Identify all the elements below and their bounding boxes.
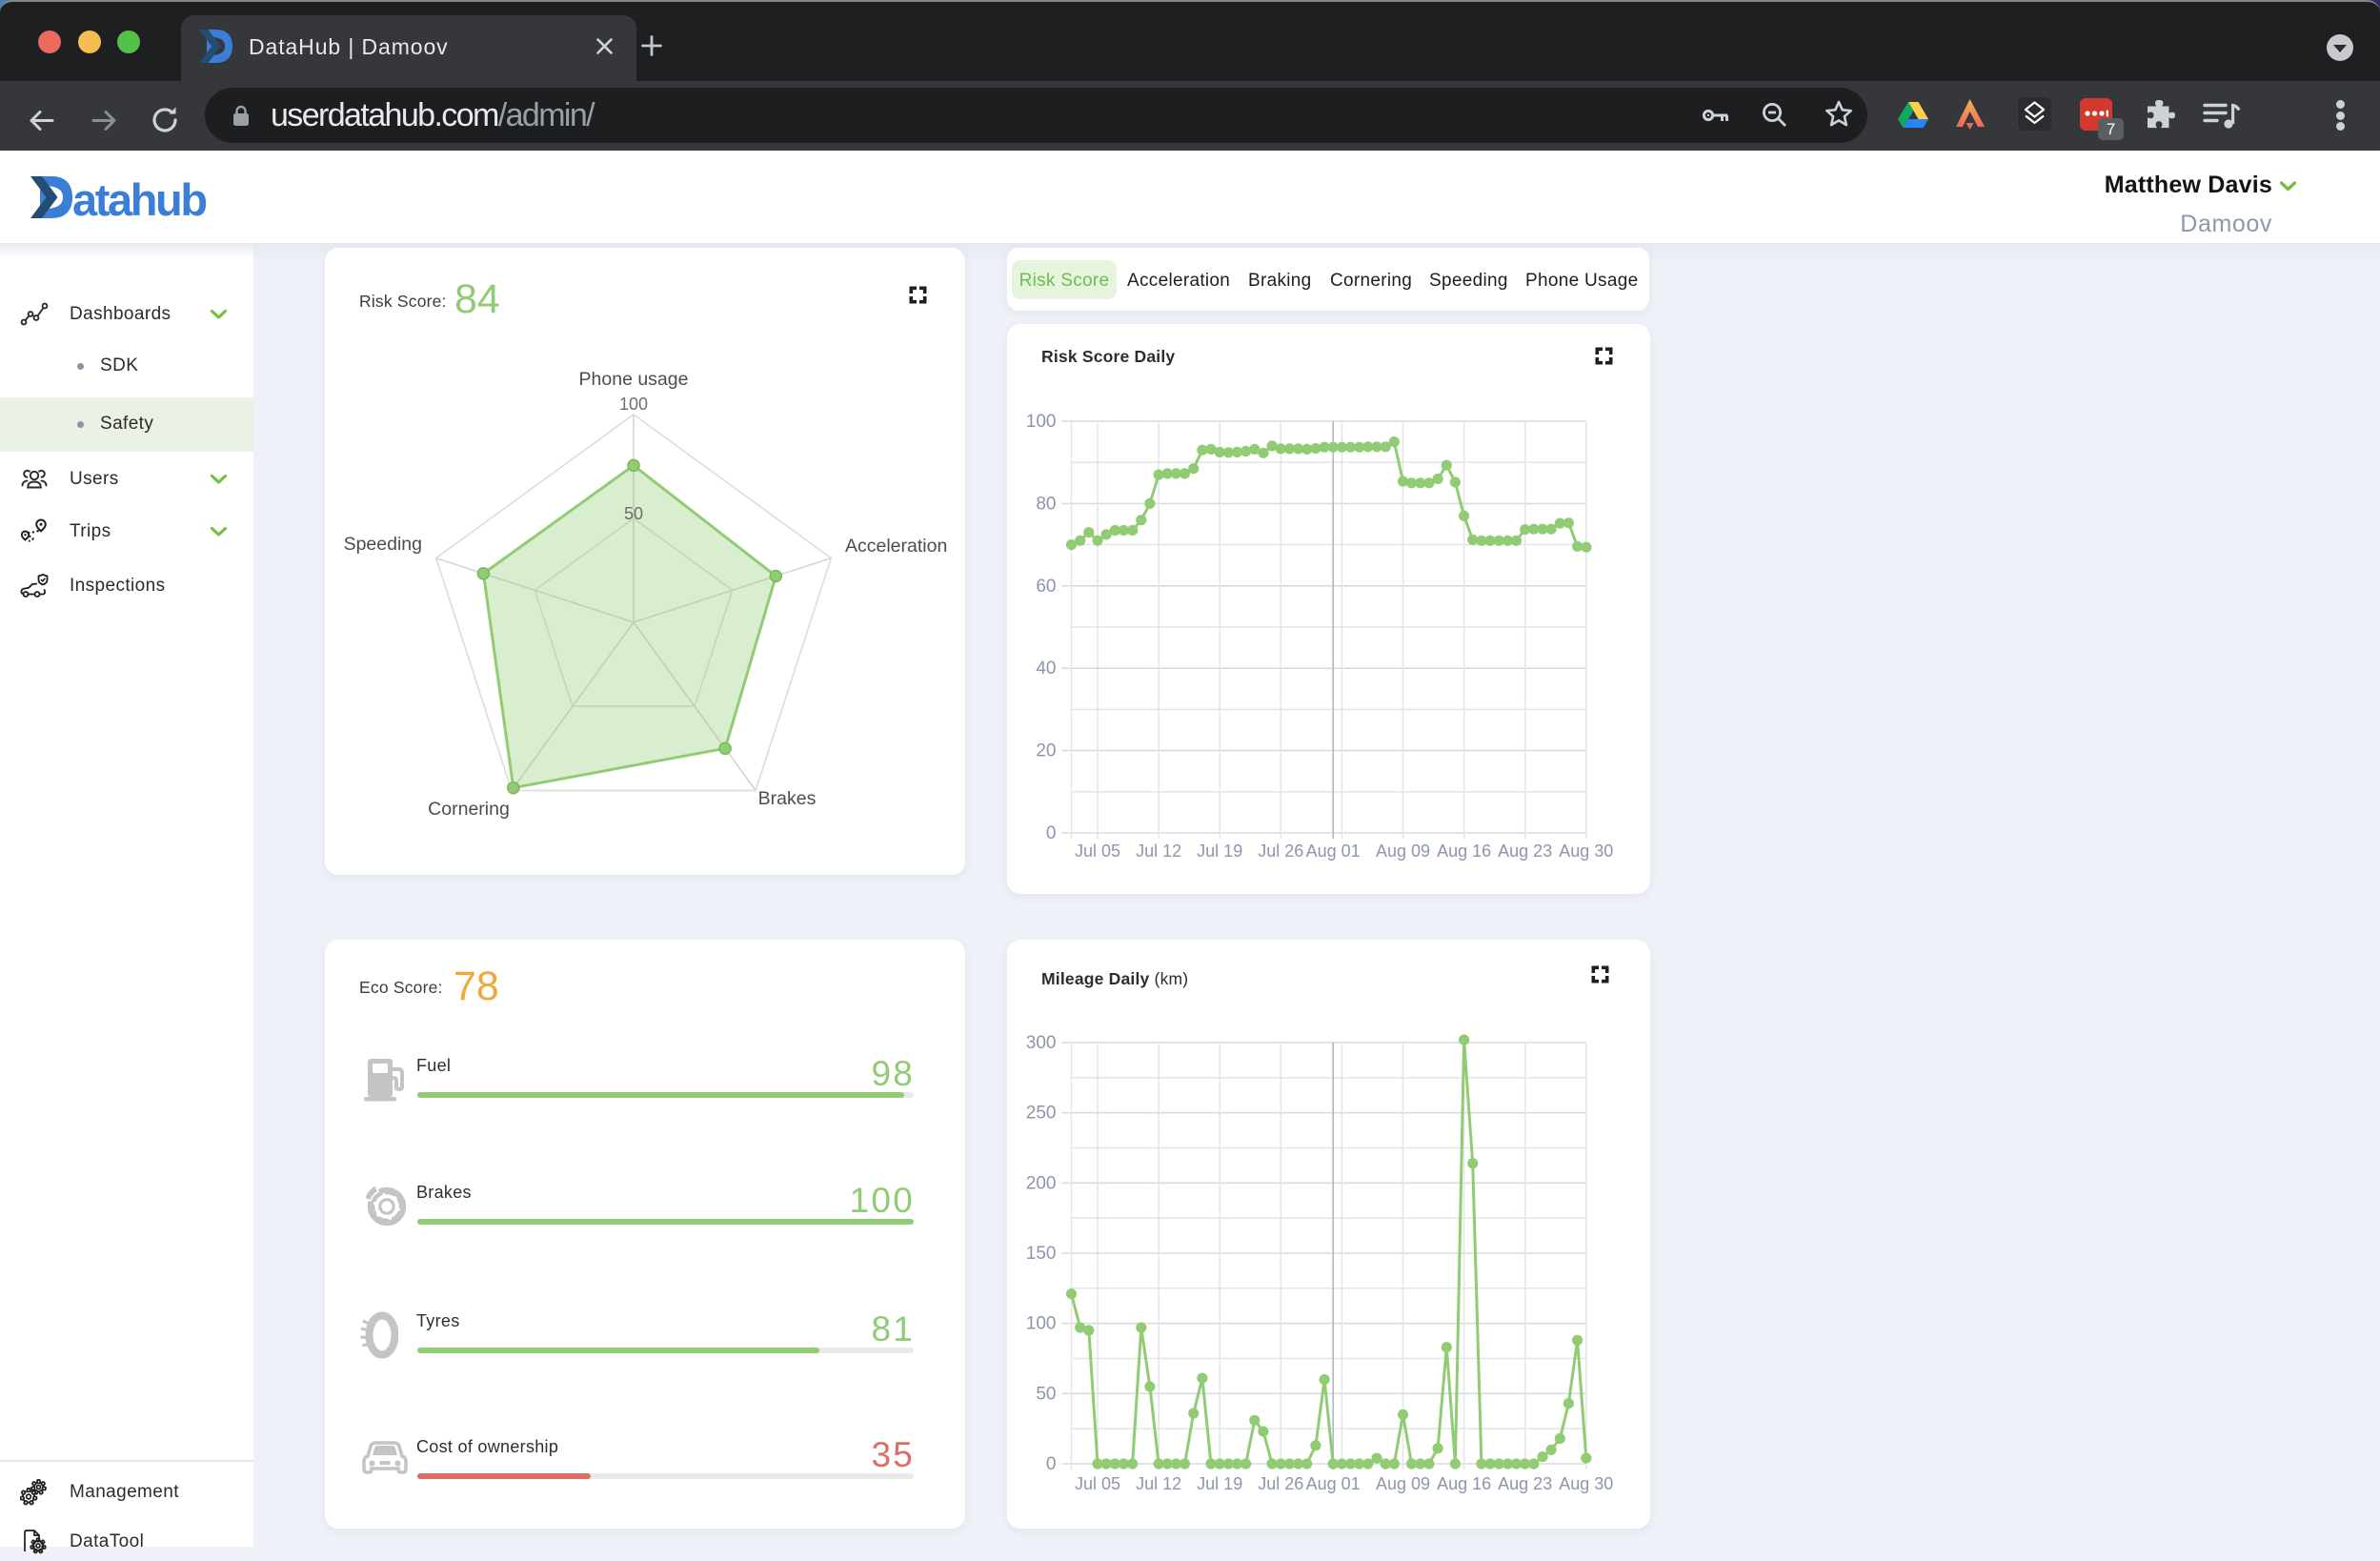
svg-text:Aug 30: Aug 30 [1559, 841, 1613, 861]
svg-text:80: 80 [1036, 494, 1056, 514]
svg-text:Aug 30: Aug 30 [1559, 1474, 1613, 1493]
svg-text:200: 200 [1026, 1173, 1057, 1193]
svg-text:50: 50 [624, 504, 643, 523]
svg-text:Aug 09: Aug 09 [1376, 1474, 1430, 1493]
svg-text:Jul 19: Jul 19 [1197, 841, 1242, 861]
svg-text:Brakes: Brakes [758, 788, 817, 809]
svg-text:Aug 23: Aug 23 [1498, 1474, 1552, 1493]
svg-text:Aug 16: Aug 16 [1437, 841, 1491, 861]
svg-text:Aug 01: Aug 01 [1306, 841, 1361, 861]
svg-text:Jul 12: Jul 12 [1136, 841, 1181, 861]
svg-text:100: 100 [1026, 1314, 1057, 1334]
svg-text:Aug 16: Aug 16 [1437, 1474, 1491, 1493]
svg-text:Acceleration: Acceleration [845, 536, 947, 557]
svg-text:300: 300 [1026, 1033, 1057, 1053]
svg-text:0: 0 [1046, 823, 1057, 843]
svg-text:40: 40 [1036, 659, 1056, 679]
svg-text:0: 0 [1046, 1454, 1057, 1474]
svg-text:Jul 12: Jul 12 [1136, 1474, 1181, 1493]
svg-text:Jul 05: Jul 05 [1075, 841, 1120, 861]
svg-text:Aug 23: Aug 23 [1498, 841, 1552, 861]
svg-text:100: 100 [619, 395, 648, 414]
svg-text:100: 100 [1026, 412, 1057, 432]
svg-text:Phone usage: Phone usage [579, 369, 689, 390]
svg-text:50: 50 [1036, 1384, 1056, 1404]
svg-text:150: 150 [1026, 1244, 1057, 1264]
svg-text:Jul 26: Jul 26 [1258, 1474, 1303, 1493]
svg-text:Jul 05: Jul 05 [1075, 1474, 1120, 1493]
svg-text:20: 20 [1036, 741, 1056, 761]
svg-text:Speeding: Speeding [344, 534, 422, 555]
svg-text:Jul 26: Jul 26 [1258, 841, 1303, 861]
svg-text:Jul 19: Jul 19 [1197, 1474, 1242, 1493]
svg-text:Aug 09: Aug 09 [1376, 841, 1430, 861]
svg-text:60: 60 [1036, 577, 1056, 597]
svg-text:250: 250 [1026, 1104, 1057, 1124]
svg-text:Cornering: Cornering [428, 799, 510, 820]
svg-text:Aug 01: Aug 01 [1306, 1474, 1361, 1493]
